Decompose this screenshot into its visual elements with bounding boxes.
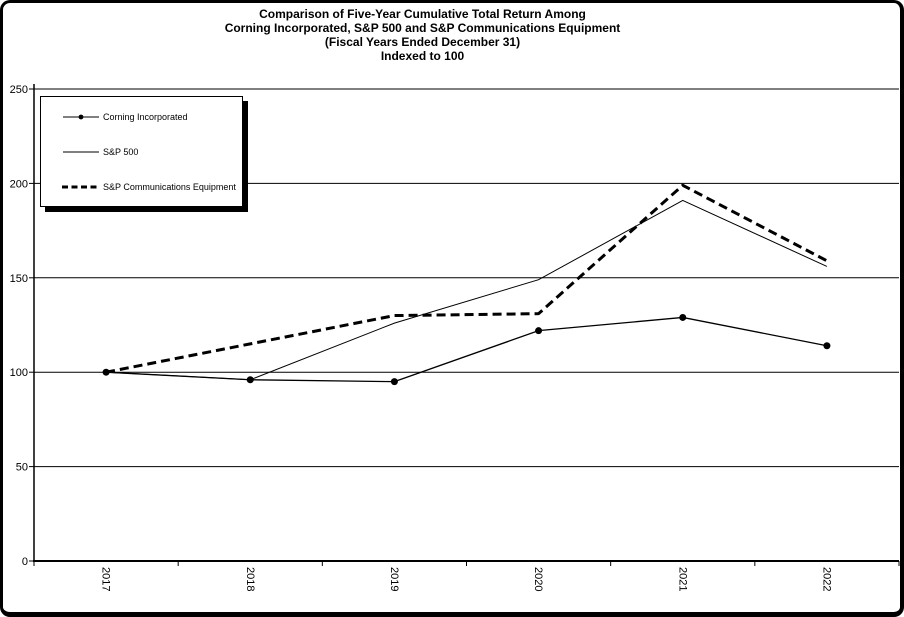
data-point-corning-incorporated-2018: [246, 376, 254, 384]
legend-item-comm-equipment: S&P Communications Equipment: [62, 180, 238, 194]
title-line-3: (Fiscal Years Ended December 31): [324, 35, 521, 49]
y-tick-label-150: 150: [10, 273, 28, 285]
y-tick-label-200: 200: [10, 178, 28, 190]
legend-item-sp500: S&P 500: [62, 145, 238, 159]
x-tick-label-2021: 2021: [676, 567, 688, 591]
chart-title: Comparison of Five-Year Cumulative Total…: [0, 7, 845, 63]
y-tick-label-0: 0: [22, 556, 28, 568]
data-point-corning-incorporated-2020: [535, 327, 543, 335]
x-tick-label-2022: 2022: [820, 567, 832, 591]
title-line-1: Comparison of Five-Year Cumulative Total…: [259, 7, 586, 21]
data-point-corning-incorporated-2019: [390, 378, 398, 386]
corning-line-dot-icon: [63, 114, 99, 120]
legend-item-corning: Corning Incorporated: [62, 110, 238, 124]
x-tick-label-2019: 2019: [388, 567, 400, 591]
legend-label-comm-equipment: S&P Communications Equipment: [103, 182, 236, 192]
data-point-corning-incorporated-2017: [102, 368, 110, 376]
title-line-2: Corning Incorporated, S&P 500 and S&P Co…: [224, 21, 621, 35]
y-tick-label-250: 250: [10, 84, 28, 96]
x-tick-label-2018: 2018: [244, 567, 256, 591]
series-line-corning-incorporated: [106, 316, 828, 383]
x-tick-label-2020: 2020: [532, 567, 544, 591]
legend-label-sp500: S&P 500: [103, 147, 139, 157]
y-tick-label-100: 100: [10, 367, 28, 379]
legend-label-corning: Corning Incorporated: [103, 112, 188, 122]
series-line-s-p-500: [106, 199, 828, 381]
sp500-line-icon: [63, 151, 99, 153]
title-line-4: Indexed to 100: [380, 49, 465, 63]
comm-equipment-dashed-line-icon: [62, 185, 100, 189]
series-line-s-p-communications-equipment: [105, 183, 828, 374]
data-point-corning-incorporated-2022: [823, 342, 831, 350]
legend: Corning Incorporated S&P 500 S&P Communi…: [40, 96, 243, 207]
y-tick-label-50: 50: [16, 462, 28, 474]
data-point-corning-incorporated-2021: [679, 313, 687, 321]
x-tick-label-2017: 2017: [100, 567, 112, 591]
